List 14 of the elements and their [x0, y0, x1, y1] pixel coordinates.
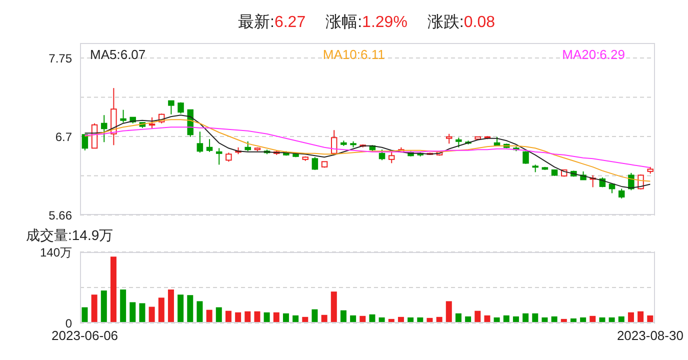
chart-title: 成交量:14.9万: [25, 226, 114, 244]
text: MA5:6.07: [90, 47, 146, 62]
y-tick-label: 5.66: [48, 208, 72, 222]
text: MA20:6.29: [562, 47, 625, 62]
text: 涨幅:1.29%: [326, 12, 408, 32]
text: MA10:6.11: [322, 47, 385, 62]
y-tick-label: 7.75: [48, 51, 72, 66]
y-tick-label: 0: [65, 316, 72, 330]
x-tick-label: 2023-06-06: [52, 328, 118, 344]
y-tick-label: 6.7: [55, 130, 72, 144]
text: 最新:6.27: [238, 12, 306, 32]
text: 涨跌:0.08: [427, 12, 496, 32]
y-tick-label: 140万: [40, 245, 72, 260]
x-tick-label: 2023-08-30: [616, 328, 684, 344]
